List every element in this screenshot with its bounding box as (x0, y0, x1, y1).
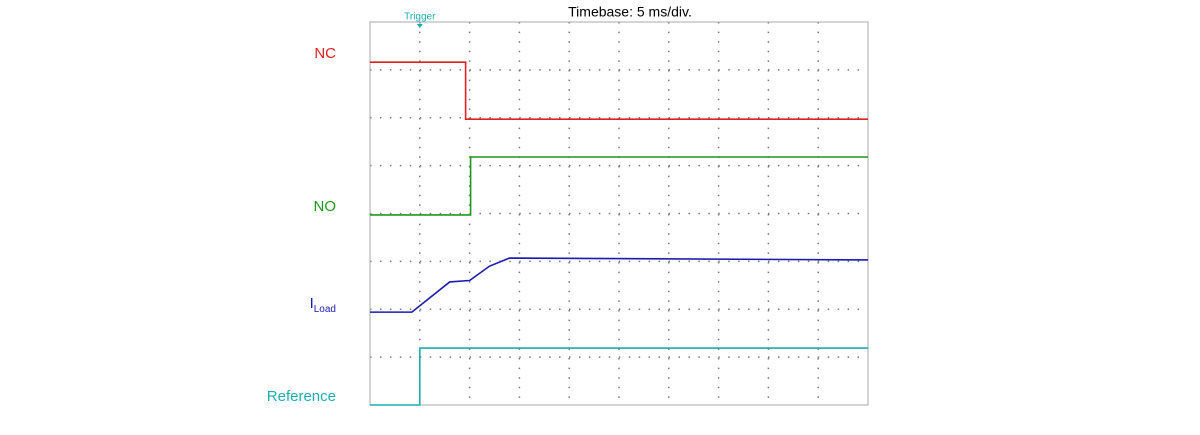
series-name: NO (314, 198, 337, 215)
waveform (370, 257, 869, 313)
waveform (370, 347, 868, 406)
series-subscript: Load (314, 304, 336, 315)
plot-frame (369, 21, 869, 406)
series-label: NC (314, 45, 336, 62)
waveform (370, 61, 868, 120)
trigger-marker (416, 24, 423, 28)
series-label: NO (314, 198, 337, 215)
series-label: Reference (267, 388, 336, 405)
series-name: I (310, 295, 314, 312)
series-name: NC (314, 45, 336, 62)
series-name: Reference (267, 388, 336, 405)
series-label: ILoad (310, 295, 336, 315)
chart-title: Timebase: 5 ms/div. (568, 4, 692, 20)
waveform (370, 156, 868, 216)
trigger-label: Trigger (404, 12, 436, 23)
